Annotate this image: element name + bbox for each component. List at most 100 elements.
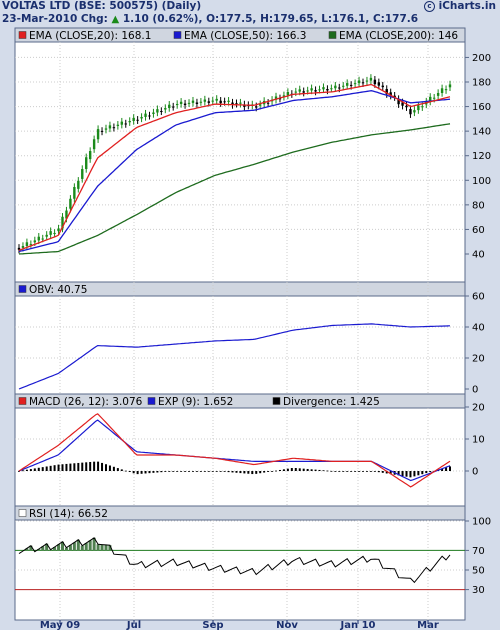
x-axis-label: Nov [276, 620, 298, 630]
price-tick-label: 60 [472, 225, 485, 236]
price-candle [203, 99, 207, 102]
price-candle [17, 247, 21, 250]
price-candle [330, 88, 333, 90]
rsi-tick-label: 30 [472, 585, 485, 596]
macd-divergence-bar [120, 469, 123, 471]
price-candle [21, 245, 25, 248]
rsi-tick-label: 70 [472, 546, 485, 557]
price-candle [373, 79, 377, 85]
macd-divergence-bar [231, 471, 234, 473]
macd-tick-label: 20 [472, 403, 485, 414]
price-candle [235, 103, 238, 105]
macd-divergence-bar [251, 471, 254, 475]
macd-divergence-bar [314, 469, 317, 471]
macd-divergence-bar [354, 471, 357, 472]
price-legend-swatch [18, 31, 27, 39]
macd-legend-label: Divergence: 1.425 [283, 396, 380, 408]
price-candle [306, 90, 309, 92]
obv-panel [14, 281, 466, 395]
macd-divergence-bar [85, 462, 88, 471]
macd-divergence-bar [215, 471, 218, 472]
date-label: 23-Mar-2010 Chg: [2, 13, 108, 25]
macd-divergence-bar [81, 462, 84, 471]
macd-divergence-bar [302, 468, 305, 471]
macd-divergence-bar [160, 471, 163, 473]
macd-divergence-bar [282, 469, 285, 471]
macd-divergence-bar [397, 471, 400, 476]
price-candle [164, 108, 167, 110]
price-candle [45, 234, 48, 237]
macd-divergence-bar [57, 464, 60, 471]
price-candle [397, 99, 400, 105]
price-candle [349, 84, 353, 86]
price-candle [448, 84, 452, 88]
price-candle [33, 240, 37, 243]
price-candle [255, 106, 258, 108]
macd-divergence-bar [330, 470, 333, 472]
rsi-tick-label: 100 [472, 517, 491, 528]
macd-divergence-bar [441, 468, 444, 471]
price-candle [92, 139, 96, 150]
price-candle [381, 85, 384, 88]
rsi-legend-label: RSI (14): 66.52 [29, 508, 108, 520]
macd-divergence-bar [271, 471, 274, 472]
macd-legend-label: EXP (9): 1.652 [158, 396, 233, 408]
macd-divergence-bar [421, 471, 424, 475]
macd-divergence-bar [322, 470, 325, 472]
price-candle [278, 98, 282, 100]
macd-divergence-bar [267, 471, 270, 472]
macd-divergence-bar [168, 471, 171, 472]
obv-legend-bar [14, 281, 466, 297]
x-axis-label: Jan 10 [340, 620, 376, 630]
price-candle [41, 238, 44, 240]
price-candle [342, 85, 345, 87]
price-candle [302, 91, 305, 93]
macd-divergence-bar [156, 471, 159, 473]
price-candle [334, 85, 337, 89]
price-tick-label: 120 [472, 151, 491, 162]
price-candle [385, 88, 388, 95]
up-arrow-icon: ▲ [111, 14, 120, 25]
change-value: 1.10 (0.62%) [122, 13, 199, 25]
macd-divergence-bar [263, 471, 266, 473]
macd-divergence-bar [243, 471, 246, 474]
price-legend-swatch [173, 31, 182, 39]
macd-legend-label: MACD (26, 12): 3.076 [29, 396, 143, 408]
macd-divergence-bar [148, 471, 151, 474]
macd-divergence-bar [73, 463, 76, 471]
price-candle [318, 89, 321, 91]
macd-divergence-bar [124, 470, 127, 472]
ema20-line [18, 83, 451, 251]
price-candle [108, 125, 112, 129]
macd-divergence-bar [128, 471, 131, 472]
macd-divergence-bar [334, 471, 337, 472]
macd-divergence-bar [97, 461, 100, 471]
price-candle [377, 82, 381, 86]
price-legend-label: EMA (CLOSE,50): 166.3 [184, 30, 306, 42]
macd-divergence-bar [358, 471, 361, 472]
macd-divergence-bar [172, 471, 175, 472]
price-candle [61, 216, 64, 229]
price-candle [172, 106, 175, 108]
rsi-panel [14, 505, 466, 621]
macd-divergence-bar [326, 470, 329, 472]
macd-divergence-bar [381, 471, 384, 473]
macd-divergence-bar [409, 471, 412, 478]
price-candle [227, 100, 230, 102]
macd-divergence-bar [362, 471, 365, 472]
macd-divergence-bar [365, 471, 368, 472]
obv-legend-label: OBV: 40.75 [29, 284, 87, 296]
macd-panel [14, 393, 466, 507]
macd-divergence-bar [338, 471, 341, 472]
macd-divergence-bar [294, 468, 297, 471]
price-candle [160, 111, 163, 113]
macd-divergence-bar [298, 468, 301, 471]
macd-divergence-bar [89, 461, 92, 471]
macd-divergence-bar [346, 471, 349, 472]
price-candle [432, 97, 436, 99]
price-candle [369, 77, 373, 81]
macd-divergence-bar [278, 469, 281, 471]
ema200-line [18, 123, 451, 255]
price-candle [73, 187, 76, 199]
